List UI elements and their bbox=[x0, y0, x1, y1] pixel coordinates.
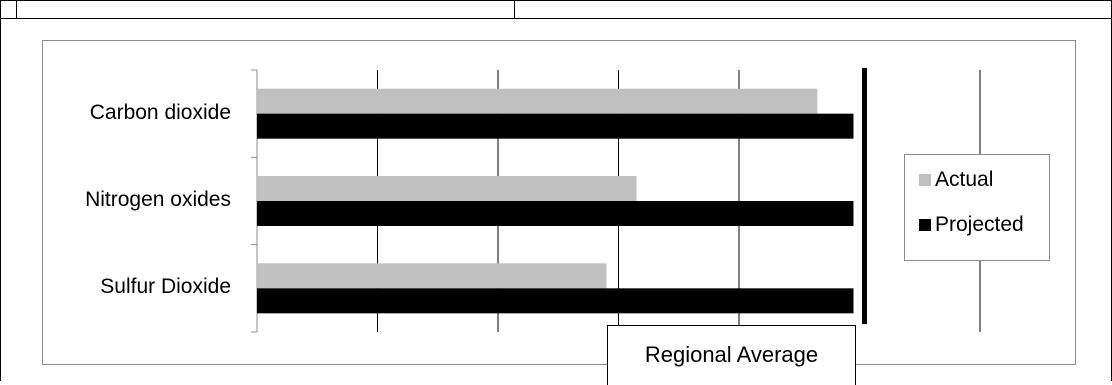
bar-projected-1 bbox=[257, 113, 854, 139]
legend-swatch-actual bbox=[919, 174, 931, 186]
reference-line-label-box: Regional Average bbox=[607, 325, 856, 385]
legend-label-projected: Projected bbox=[935, 213, 1024, 236]
category-label: Sulfur Dioxide bbox=[100, 275, 231, 299]
legend-item-projected: Projected bbox=[919, 212, 1024, 238]
chart-legend: Actual Projected bbox=[904, 154, 1050, 261]
table-border-left bbox=[0, 0, 1, 381]
reference-line-label: Regional Average bbox=[644, 342, 819, 367]
legend-swatch-projected bbox=[919, 219, 931, 231]
bar-actual-1 bbox=[257, 88, 818, 114]
bar-projected-2 bbox=[257, 201, 854, 226]
legend-item-actual: Actual bbox=[919, 167, 993, 193]
bar-actual-3 bbox=[257, 263, 607, 289]
category-label: Carbon dioxide bbox=[89, 100, 231, 124]
table-row-divider bbox=[0, 18, 1112, 19]
category-label: Nitrogen oxides bbox=[85, 188, 231, 211]
bar-actual-2 bbox=[257, 176, 637, 201]
bar-projected-3 bbox=[257, 288, 854, 314]
table-border-top bbox=[0, 0, 1112, 1]
table-cell-divider-left bbox=[16, 0, 17, 18]
legend-label-actual: Actual bbox=[935, 168, 994, 191]
table-cell-divider-mid bbox=[514, 0, 515, 18]
